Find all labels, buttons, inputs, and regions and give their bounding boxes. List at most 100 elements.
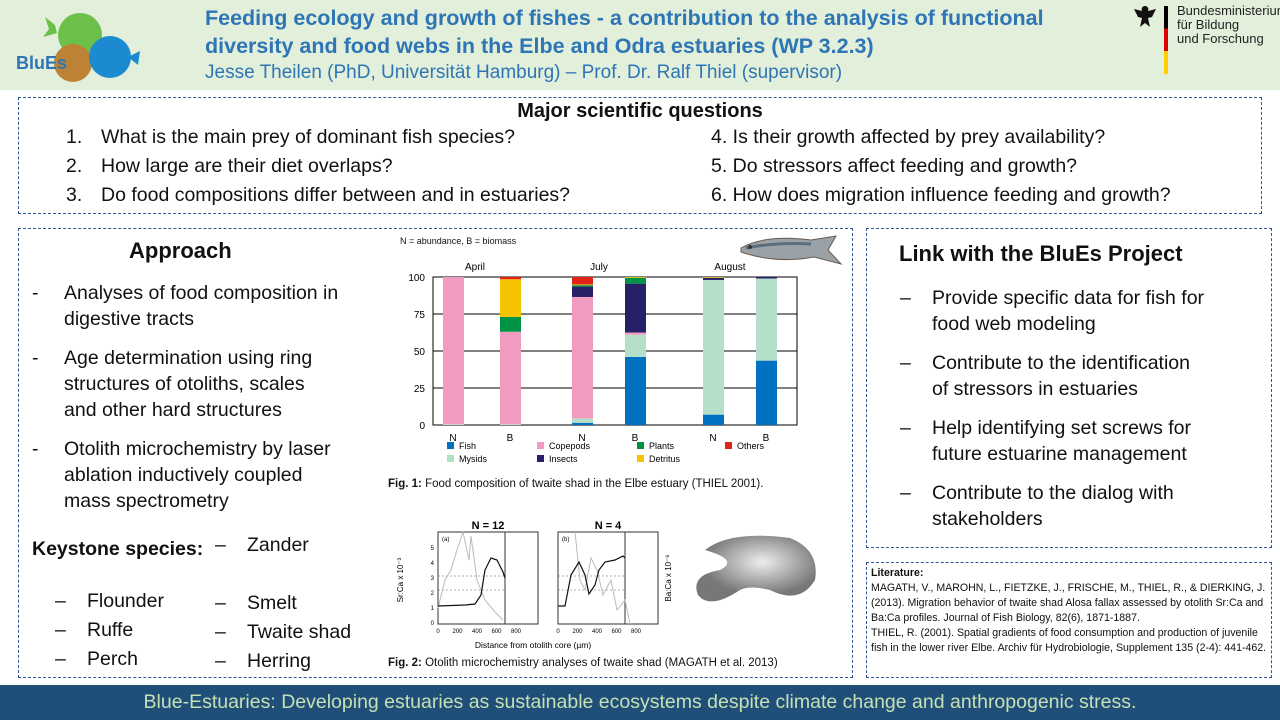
question: 5. Do stressors affect feeding and growt…	[711, 155, 1078, 177]
y-tick-label: 3	[431, 576, 435, 582]
sr-ca-line	[437, 557, 506, 607]
food-composition-chart: 0 25 50 75 100 N B N B N B April July August Fish Copep…	[408, 262, 798, 464]
legend-label: Detritus	[649, 454, 681, 464]
x-tick-label: 800	[631, 629, 642, 635]
x-tick-label: 200	[572, 629, 583, 635]
bar-segment-others	[500, 277, 521, 280]
ba-ca-line	[437, 530, 504, 621]
legend-label: Plants	[649, 441, 675, 451]
questions-box: Major scientific questions	[18, 97, 1262, 214]
question-number: 2.	[66, 155, 83, 177]
legend-swatch	[725, 442, 732, 449]
month-label: July	[590, 262, 608, 273]
legend-label: Fish	[459, 441, 476, 451]
x-tick-label: 400	[472, 629, 483, 635]
bullet-dash: –	[55, 648, 66, 670]
link-box	[866, 228, 1272, 548]
y-tick-label: 4	[431, 561, 435, 567]
plot-frame	[437, 531, 539, 625]
bar-segment-detritus	[572, 284, 593, 286]
bar-segment-insects	[572, 286, 593, 297]
keystone-label: Keystone species:	[32, 538, 204, 560]
x-tick-label: B	[763, 433, 770, 444]
question-number: 1.	[66, 126, 83, 148]
bar-segment-detritus	[703, 277, 724, 278]
bullet-dash: –	[900, 287, 911, 309]
x-tick-label: N	[449, 433, 456, 444]
literature-heading: Literature:	[871, 567, 924, 579]
x-tick-label: N	[578, 433, 585, 444]
bullet-dash: -	[32, 438, 39, 460]
month-label: August	[714, 262, 745, 273]
question: 4. Is their growth affected by prey avai…	[711, 126, 1106, 148]
ministry-line: und Forschung	[1177, 31, 1264, 46]
bullet-dash: -	[32, 347, 39, 369]
bullet-dash: –	[215, 621, 226, 643]
x-tick-label: 200	[452, 629, 463, 635]
y-tick-label: 2	[431, 591, 435, 597]
y-tick-label: 0	[419, 421, 425, 432]
ba-ca-line	[574, 531, 631, 625]
bar-segment-plants	[625, 277, 646, 284]
otolith-image	[696, 535, 816, 602]
x-tick-label: B	[632, 433, 639, 444]
bar-segment-mysids	[625, 334, 646, 357]
item-text: Herring	[247, 650, 311, 672]
bar-segment-copepods	[500, 331, 521, 425]
reference: MAGATH, V., MAROHN, L., FIETZKE, J., FRI…	[871, 582, 1266, 624]
item-text: Provide specific data for fish for	[932, 287, 1205, 309]
bar-segment-fish	[625, 356, 646, 425]
bullet-dash: –	[215, 534, 226, 556]
item-text: Analyses of food composition in	[64, 282, 339, 304]
item-text: Age determination using ring	[64, 347, 313, 369]
eagle-icon	[1134, 6, 1156, 27]
x-tick-label: 400	[592, 629, 603, 635]
header: BluEs Feeding ecology and growth of fish…	[0, 0, 1280, 90]
question: 6. How does migration influence feeding …	[711, 184, 1171, 206]
bar-segment-mysids	[443, 424, 464, 425]
chart-note: N = abundance, B = biomass	[400, 236, 517, 246]
caption-text: Fig. 2:	[388, 657, 422, 669]
item-text: ablation inductively coupled	[64, 464, 303, 486]
item-text: Help identifying set screws for	[932, 417, 1192, 439]
bullet-dash: –	[900, 352, 911, 374]
poster-title: Feeding ecology and growth of fishes - a…	[205, 6, 1044, 58]
item-text: Ruffe	[87, 619, 134, 641]
blues-logo: BluEs	[16, 13, 140, 82]
y-tick-label: 100	[408, 273, 425, 284]
reference: THIEL, R. (2001). Spatial gradients of f…	[871, 627, 1267, 654]
item-text: Contribute to the dialog with	[932, 482, 1174, 504]
x-tick-label: 800	[511, 629, 522, 635]
item-text: future estuarine management	[932, 443, 1187, 465]
panel-title: N = 4	[595, 520, 622, 532]
bullet-dash: –	[900, 417, 911, 439]
bar-segment-copepods	[572, 296, 593, 419]
bar-segment-fish	[703, 414, 724, 425]
item-text: Zander	[247, 534, 309, 556]
bullet-dash: -	[32, 282, 39, 304]
y-axis-label-left: Sr:Ca x 10⁻³	[396, 557, 405, 602]
y-tick-label: 25	[414, 384, 426, 395]
y-tick-label: 50	[414, 347, 426, 358]
bar-segment-copepods	[443, 277, 464, 425]
legend-swatch	[537, 442, 544, 449]
question: How large are their diet overlaps?	[101, 155, 393, 177]
item-text: food web modeling	[932, 313, 1096, 335]
svg-text:BluEs: BluEs	[16, 53, 67, 73]
bar-segment-insects	[756, 277, 777, 279]
y-tick-label: 1	[431, 606, 435, 612]
bar-segment-fish	[756, 360, 777, 425]
item-text: Contribute to the identification	[932, 352, 1190, 374]
link-heading: Link with the BluEs Project	[899, 241, 1183, 266]
bar-segment-detritus	[500, 279, 521, 317]
item-text: stakeholders	[932, 508, 1043, 530]
ministry-line: für Bildung	[1177, 17, 1240, 32]
bar-segment-mysids	[500, 424, 521, 425]
x-tick-label: B	[507, 433, 514, 444]
legend-swatch	[637, 455, 644, 462]
bar-segment-mysids	[572, 418, 593, 423]
item-text: Otolith microchemistry by laser	[64, 438, 331, 460]
bullet-dash: –	[215, 592, 226, 614]
literature-box	[866, 562, 1272, 678]
item-text: Twaite shad	[247, 621, 352, 643]
